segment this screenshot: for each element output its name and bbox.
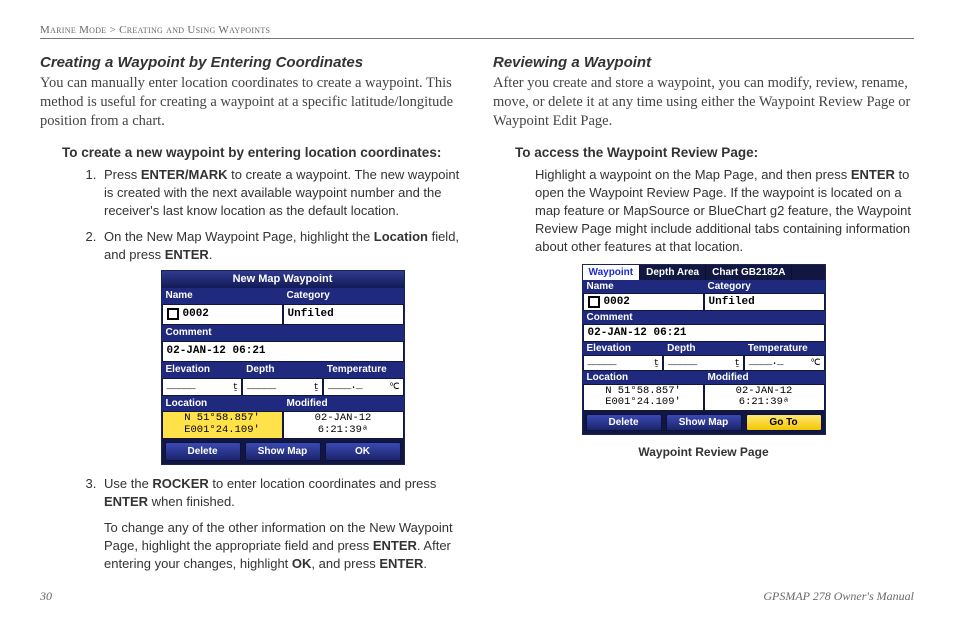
breadcrumb-sep: > — [110, 24, 117, 36]
label-comment-r: Comment — [583, 311, 825, 324]
manual-title: GPSMAP 278 Owner's Manual — [763, 589, 914, 604]
page-number: 30 — [40, 589, 52, 604]
field-comment-r[interactable]: 02-JAN-12 06:21 — [583, 324, 825, 342]
device-caption: Waypoint Review Page — [493, 445, 914, 459]
label-temperature-r: Temperature — [744, 342, 825, 355]
field-temperature[interactable]: ____._℃ — [323, 378, 404, 396]
field-modified[interactable]: 02-JAN-12 6:21:39ᵃ — [283, 411, 404, 438]
right-intro: After you create and store a waypoint, y… — [493, 74, 914, 131]
footer: 30 GPSMAP 278 Owner's Manual — [40, 589, 914, 604]
label-name-r: Name — [583, 280, 704, 293]
label-depth-r: Depth — [663, 342, 744, 355]
field-location[interactable]: N 51°58.857' E001°24.109' — [162, 411, 283, 438]
label-name: Name — [162, 288, 283, 304]
field-modified-r[interactable]: 02-JAN-12 6:21:39ᵃ — [704, 384, 825, 411]
field-category-r[interactable]: Unfiled — [704, 293, 825, 311]
field-location-r[interactable]: N 51°58.857' E001°24.109' — [583, 384, 704, 411]
step-2: On the New Map Waypoint Page, highlight … — [100, 228, 461, 466]
device-review: Waypoint Depth Area Chart GB2182A Name C… — [582, 264, 826, 435]
tab-chart[interactable]: Chart GB2182A — [706, 265, 792, 280]
device-title: New Map Waypoint — [162, 271, 404, 288]
field-name-r[interactable]: 0002 — [583, 293, 704, 311]
right-heading: Reviewing a Waypoint — [493, 54, 914, 71]
waypoint-icon — [588, 296, 600, 308]
label-location: Location — [162, 396, 283, 412]
label-temperature: Temperature — [323, 362, 404, 378]
step-1: Press ENTER/MARK to create a waypoint. T… — [100, 166, 461, 220]
right-body: Highlight a waypoint on the Map Page, an… — [535, 166, 914, 256]
field-comment[interactable]: 02-JAN-12 06:21 — [162, 341, 404, 362]
label-modified-r: Modified — [704, 371, 825, 384]
label-category: Category — [283, 288, 404, 304]
field-temperature-r[interactable]: ____._℃ — [744, 355, 825, 371]
device-new-waypoint: New Map Waypoint Name Category 0002 Unfi… — [161, 270, 405, 466]
field-category[interactable]: Unfiled — [283, 304, 404, 325]
label-depth: Depth — [242, 362, 323, 378]
field-depth[interactable]: _____ṯ — [242, 378, 323, 396]
ok-button[interactable]: OK — [325, 442, 401, 462]
waypoint-icon — [167, 308, 179, 320]
field-elevation-r[interactable]: _____ṯ — [583, 355, 664, 371]
breadcrumb-section: Marine Mode — [40, 24, 107, 36]
label-category-r: Category — [704, 280, 825, 293]
breadcrumb: Marine Mode > Creating and Using Waypoin… — [40, 24, 914, 39]
delete-button[interactable]: Delete — [165, 442, 241, 462]
field-elevation[interactable]: _____ṯ — [162, 378, 243, 396]
right-proc-title: To access the Waypoint Review Page: — [515, 144, 914, 162]
field-depth-r[interactable]: _____ṯ — [663, 355, 744, 371]
label-modified: Modified — [283, 396, 404, 412]
label-location-r: Location — [583, 371, 704, 384]
show-map-button[interactable]: Show Map — [245, 442, 321, 462]
show-map-button-r[interactable]: Show Map — [666, 414, 742, 431]
left-heading: Creating a Waypoint by Entering Coordina… — [40, 54, 461, 71]
delete-button-r[interactable]: Delete — [586, 414, 662, 431]
goto-button[interactable]: Go To — [746, 414, 822, 431]
step-3: Use the ROCKER to enter location coordin… — [100, 475, 461, 573]
label-elevation-r: Elevation — [583, 342, 664, 355]
label-elevation: Elevation — [162, 362, 243, 378]
field-name[interactable]: 0002 — [162, 304, 283, 325]
tab-waypoint[interactable]: Waypoint — [583, 265, 641, 280]
left-steps: Press ENTER/MARK to create a waypoint. T… — [100, 166, 461, 573]
left-proc-title: To create a new waypoint by entering loc… — [62, 144, 461, 162]
breadcrumb-sub: Creating and Using Waypoints — [119, 24, 270, 36]
left-intro: You can manually enter location coordina… — [40, 74, 461, 131]
right-column: Reviewing a Waypoint After you create an… — [493, 54, 914, 581]
label-comment: Comment — [162, 325, 404, 341]
device-tabs: Waypoint Depth Area Chart GB2182A — [583, 265, 825, 280]
tab-depth-area[interactable]: Depth Area — [640, 265, 706, 280]
left-column: Creating a Waypoint by Entering Coordina… — [40, 54, 461, 581]
